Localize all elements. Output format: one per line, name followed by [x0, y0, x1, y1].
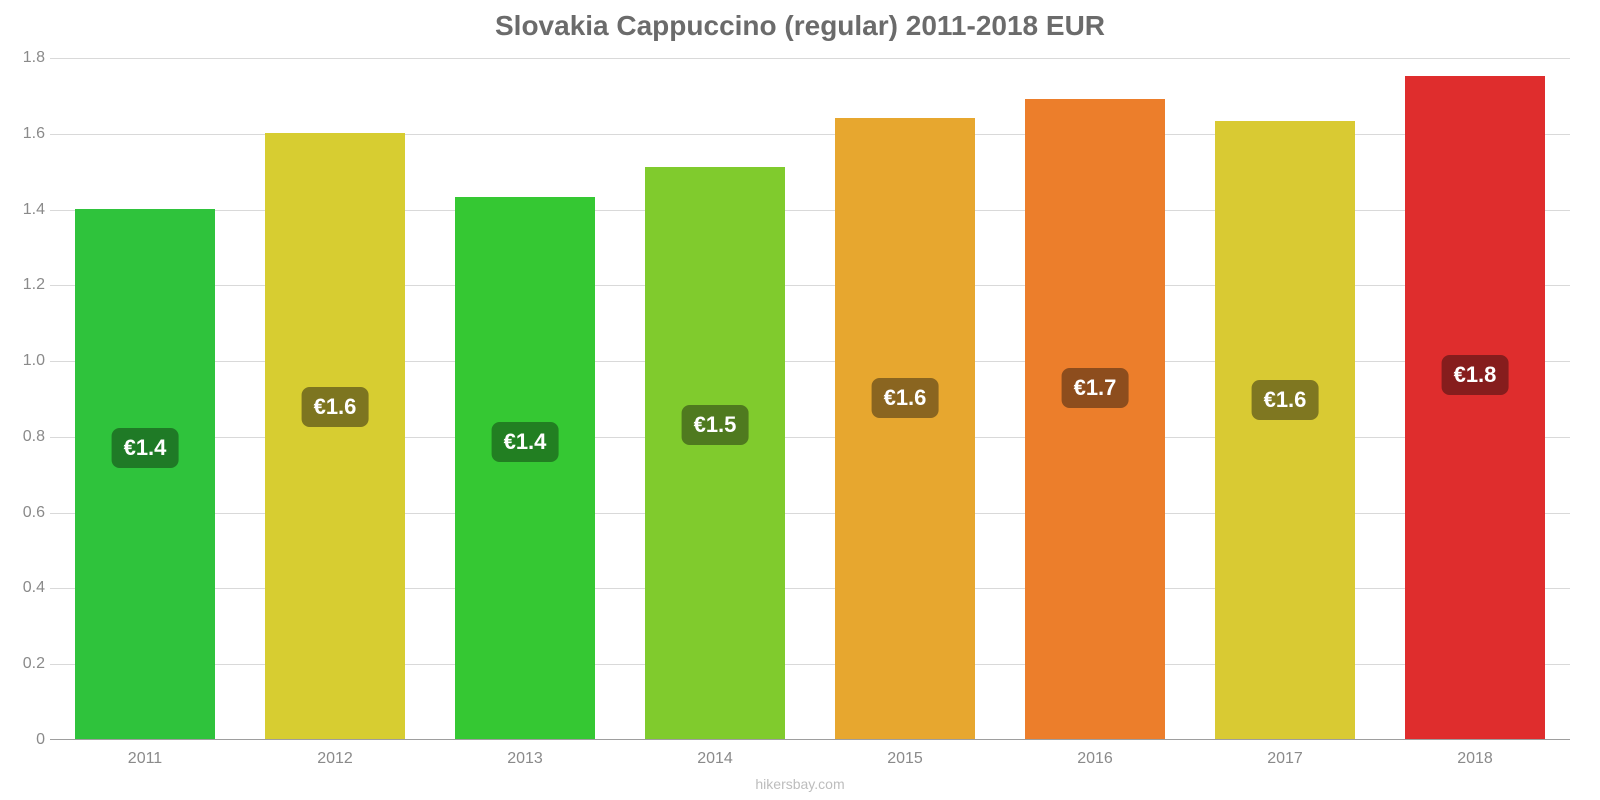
plot-area: €1.4 €1.6 €1.4 €1.5 €1.6 €1.7 €1.6 €1.8 [50, 58, 1570, 740]
chart-title: Slovakia Cappuccino (regular) 2011-2018 … [0, 10, 1600, 42]
bar-chart: Slovakia Cappuccino (regular) 2011-2018 … [0, 0, 1600, 800]
attribution-text: hikersbay.com [0, 776, 1600, 792]
value-badge: €1.4 [112, 428, 179, 468]
bar [1215, 121, 1356, 739]
value-badge: €1.6 [1252, 380, 1319, 420]
x-tick-label: 2013 [507, 750, 543, 768]
bar [455, 197, 596, 739]
bar [1405, 76, 1546, 739]
value-badge: €1.5 [682, 405, 749, 445]
bar [75, 209, 216, 739]
value-badge: €1.4 [492, 422, 559, 462]
y-tick-label: 0 [5, 731, 45, 749]
x-tick-label: 2017 [1267, 750, 1303, 768]
x-tick-label: 2012 [317, 750, 353, 768]
x-tick-label: 2018 [1457, 750, 1493, 768]
value-badge: €1.6 [872, 378, 939, 418]
value-badge: €1.7 [1062, 368, 1129, 408]
y-tick-label: 1.6 [5, 125, 45, 143]
x-tick-label: 2014 [697, 750, 733, 768]
y-tick-label: 0.8 [5, 428, 45, 446]
x-tick-label: 2015 [887, 750, 923, 768]
bars-group [50, 58, 1570, 739]
y-tick-label: 1.8 [5, 49, 45, 67]
value-badge: €1.8 [1442, 355, 1509, 395]
bar [265, 133, 406, 739]
bar [835, 118, 976, 739]
y-tick-label: 1.4 [5, 201, 45, 219]
x-tick-label: 2011 [128, 750, 162, 768]
bar [1025, 99, 1166, 739]
y-tick-label: 0.6 [5, 504, 45, 522]
y-tick-label: 1.2 [5, 276, 45, 294]
y-tick-label: 1.0 [5, 352, 45, 370]
bar [645, 167, 786, 739]
y-tick-label: 0.2 [5, 655, 45, 673]
value-badge: €1.6 [302, 387, 369, 427]
x-tick-label: 2016 [1077, 750, 1113, 768]
y-tick-label: 0.4 [5, 579, 45, 597]
